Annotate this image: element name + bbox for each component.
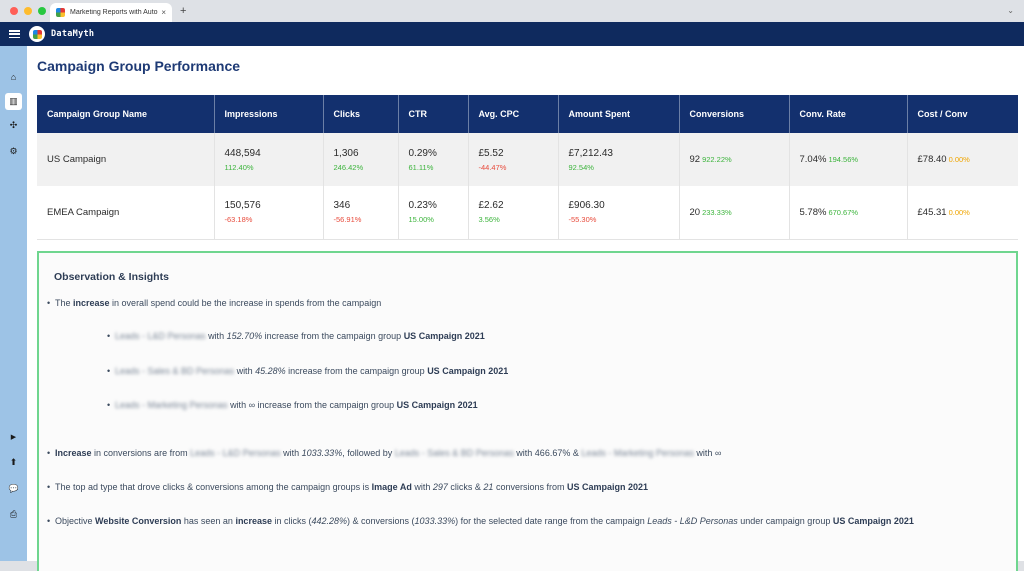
change-value: 112.40% xyxy=(224,162,254,172)
insight-top-ad-type: The top ad type that drove clicks & conv… xyxy=(47,480,648,495)
cell-conv-rate: 7.04% 194.56% xyxy=(789,133,908,186)
table-row: EMEA Campaign 150,576 -63.18% 346 -56.91% … xyxy=(37,186,1018,240)
change-value: 246.42% xyxy=(333,162,364,172)
print-icon[interactable]: ⎙ xyxy=(9,509,18,519)
tab-search-chevron-icon[interactable]: ⌄ xyxy=(1007,6,1014,15)
cell-cost-conv: £45.31 0.00% xyxy=(907,186,1018,240)
change-value: 922.22% xyxy=(702,155,732,164)
reports-icon[interactable]: ▥ xyxy=(5,93,22,110)
upload-icon[interactable]: ⬆ xyxy=(9,457,18,467)
cell-ctr: 0.29% 61.11% xyxy=(398,133,469,186)
cell-avg-cpc: £2.62 3.56% xyxy=(468,186,559,240)
change-value: 670.67% xyxy=(828,207,859,217)
hamburger-menu-icon[interactable] xyxy=(9,30,20,38)
minimize-window-button[interactable] xyxy=(24,7,32,15)
app-header: DataMyth xyxy=(0,22,1024,46)
integrations-icon[interactable]: ✣ xyxy=(9,120,18,130)
browser-chrome: Marketing Reports with Autom × + ⌄ xyxy=(0,0,1024,22)
col-header-amount-spent[interactable]: Amount Spent xyxy=(558,95,680,133)
cell-cost-conv: £78.40 0.00% xyxy=(907,133,1018,186)
insights-panel: Observation & Insights The increase in o… xyxy=(37,251,1018,571)
change-value: 3.56% xyxy=(478,215,500,225)
cell-clicks: 1,306 246.42% xyxy=(323,133,399,186)
home-icon[interactable]: ⌂ xyxy=(10,71,17,82)
change-value: -56.91% xyxy=(333,215,362,225)
insight-conversions: Increase in conversions are from Leads -… xyxy=(47,446,721,461)
change-value: 0.00% xyxy=(948,207,970,217)
page-title: Campaign Group Performance xyxy=(37,58,241,74)
window-controls xyxy=(10,7,46,15)
favicon-icon xyxy=(56,8,65,17)
chat-icon[interactable]: 💬 xyxy=(8,484,19,493)
insight-sub-item: Leads - L&D Personas with 152.70% increa… xyxy=(107,329,485,344)
logo[interactable] xyxy=(29,26,45,42)
cell-amount-spent: £7,212.43 92.54% xyxy=(558,133,680,186)
change-value: -55.30% xyxy=(568,215,597,225)
col-header-impressions[interactable]: Impressions xyxy=(214,95,324,133)
insight-spend: The increase in overall spend could be t… xyxy=(47,296,381,311)
cell-ctr: 0.23% 15.00% xyxy=(398,186,469,240)
browser-tab[interactable]: Marketing Reports with Autom × xyxy=(50,3,172,22)
insight-objective: Objective Website Conversion has seen an… xyxy=(47,514,1005,529)
cell-impressions: 448,594 112.40% xyxy=(214,133,324,186)
settings-icon[interactable]: ⚙ xyxy=(9,146,18,156)
change-value: 0.00% xyxy=(948,155,970,164)
tab-close-icon[interactable]: × xyxy=(161,8,166,17)
brand-name: DataMyth xyxy=(51,29,95,39)
change-value: 61.11% xyxy=(408,162,434,172)
insight-sub-item: Leads - Marketing Personas with ∞ increa… xyxy=(107,398,478,413)
cell-amount-spent: £906.30 -55.30% xyxy=(558,186,680,240)
maximize-window-button[interactable] xyxy=(38,7,46,15)
sidebar: ⌂ ▥ ✣ ⚙ ▶ ⬆ 💬 ⎙ xyxy=(0,46,27,561)
cell-conv-rate: 5.78% 670.67% xyxy=(789,186,908,240)
cell-conversions: 92 922.22% xyxy=(679,133,790,186)
campaign-group-table: Campaign Group Name Impressions Clicks C… xyxy=(37,95,1018,240)
tab-title: Marketing Reports with Autom xyxy=(70,9,159,16)
new-tab-button[interactable]: + xyxy=(180,5,187,17)
change-value: 15.00% xyxy=(408,215,434,225)
col-header-ctr[interactable]: CTR xyxy=(398,95,469,133)
change-value: 194.56% xyxy=(828,155,859,164)
video-icon[interactable]: ▶ xyxy=(10,433,17,441)
main-content: Campaign Group Performance Campaign Grou… xyxy=(27,46,1024,571)
table-row: US Campaign 448,594 112.40% 1,306 246.42% … xyxy=(37,133,1018,186)
close-window-button[interactable] xyxy=(10,7,18,15)
col-header-conv-rate[interactable]: Conv. Rate xyxy=(789,95,908,133)
change-value: 233.33% xyxy=(702,207,732,217)
table-header-row: Campaign Group Name Impressions Clicks C… xyxy=(37,95,1018,133)
col-header-name[interactable]: Campaign Group Name xyxy=(37,95,215,133)
change-value: -44.47% xyxy=(478,162,507,172)
change-value: -63.18% xyxy=(224,215,253,225)
cell-impressions: 150,576 -63.18% xyxy=(214,186,324,240)
col-header-clicks[interactable]: Clicks xyxy=(323,95,399,133)
insight-sub-item: Leads - Sales & BD Personas with 45.28% … xyxy=(107,364,508,379)
cell-name: US Campaign xyxy=(37,133,215,186)
col-header-cost-conv[interactable]: Cost / Conv xyxy=(907,95,1018,133)
change-value: 92.54% xyxy=(568,162,594,172)
col-header-avg-cpc[interactable]: Avg. CPC xyxy=(468,95,559,133)
col-header-conversions[interactable]: Conversions xyxy=(679,95,790,133)
cell-conversions: 20 233.33% xyxy=(679,186,790,240)
cell-clicks: 346 -56.91% xyxy=(323,186,399,240)
cell-avg-cpc: £5.52 -44.47% xyxy=(468,133,559,186)
insights-title: Observation & Insights xyxy=(54,271,169,283)
cell-name: EMEA Campaign xyxy=(37,186,215,240)
